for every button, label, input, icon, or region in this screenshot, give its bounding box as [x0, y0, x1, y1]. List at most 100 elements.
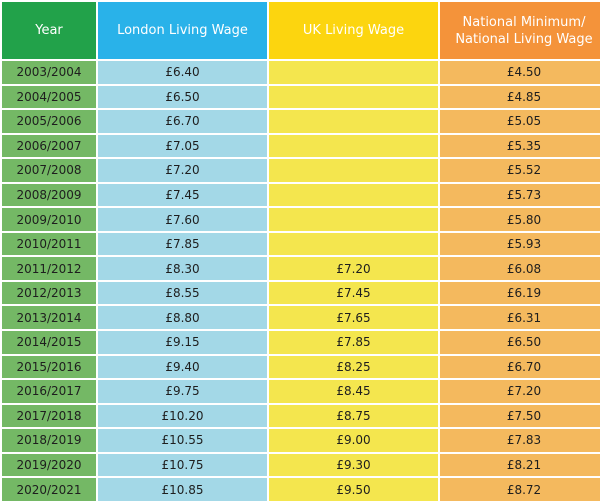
cell-uk-living-wage: [267, 230, 440, 258]
header-row: Year London Living Wage UK Living Wage N…: [0, 0, 600, 61]
cell-uk-living-wage: £7.45: [267, 279, 440, 307]
cell-london-living-wage: £6.50: [96, 83, 269, 111]
table-row: 2018/2019 £10.55 £9.00 £7.83: [0, 427, 600, 454]
cell-uk-living-wage: £9.30: [267, 451, 440, 479]
cell-year: 2007/2008: [0, 157, 98, 184]
cell-uk-living-wage: [267, 181, 440, 209]
header-national-minimum-line-1: National Minimum/: [462, 14, 586, 30]
cell-uk-living-wage: [267, 83, 440, 111]
cell-uk-living-wage: [267, 157, 440, 184]
cell-london-living-wage: £9.15: [96, 329, 269, 356]
cell-london-living-wage: £9.75: [96, 378, 269, 405]
table-header: Year London Living Wage UK Living Wage N…: [0, 0, 600, 61]
cell-year: 2014/2015: [0, 329, 98, 356]
cell-uk-living-wage: £9.50: [267, 476, 440, 503]
cell-year: 2020/2021: [0, 476, 98, 503]
cell-year: 2015/2016: [0, 353, 98, 381]
table-row: 2015/2016 £9.40 £8.25 £6.70: [0, 353, 600, 381]
table-row: 2020/2021 £10.85 £9.50 £8.72: [0, 476, 600, 503]
cell-national-minimum-wage: £5.73: [438, 181, 600, 209]
cell-year: 2010/2011: [0, 230, 98, 258]
table-row: 2013/2014 £8.80 £7.65 £6.31: [0, 304, 600, 331]
cell-london-living-wage: £7.05: [96, 132, 269, 160]
cell-london-living-wage: £9.40: [96, 353, 269, 381]
table-row: 2009/2010 £7.60 £5.80: [0, 206, 600, 233]
cell-london-living-wage: £7.45: [96, 181, 269, 209]
cell-national-minimum-wage: £5.80: [438, 206, 600, 233]
cell-uk-living-wage: £7.85: [267, 329, 440, 356]
cell-uk-living-wage: [267, 132, 440, 160]
cell-london-living-wage: £10.85: [96, 476, 269, 503]
cell-national-minimum-wage: £7.50: [438, 402, 600, 430]
cell-uk-living-wage: £8.75: [267, 402, 440, 430]
cell-national-minimum-wage: £7.20: [438, 378, 600, 405]
cell-year: 2017/2018: [0, 402, 98, 430]
cell-year: 2008/2009: [0, 181, 98, 209]
cell-national-minimum-wage: £5.35: [438, 132, 600, 160]
cell-year: 2009/2010: [0, 206, 98, 233]
cell-year: 2013/2014: [0, 304, 98, 331]
table-row: 2003/2004 £6.40 £4.50: [0, 59, 600, 86]
cell-london-living-wage: £7.85: [96, 230, 269, 258]
cell-year: 2016/2017: [0, 378, 98, 405]
cell-year: 2019/2020: [0, 451, 98, 479]
cell-national-minimum-wage: £4.50: [438, 59, 600, 86]
table-row: 2014/2015 £9.15 £7.85 £6.50: [0, 329, 600, 356]
cell-uk-living-wage: £7.65: [267, 304, 440, 331]
header-national-minimum-line-2: National Living Wage: [455, 31, 593, 47]
cell-national-minimum-wage: £6.50: [438, 329, 600, 356]
table-row: 2005/2006 £6.70 £5.05: [0, 108, 600, 135]
cell-uk-living-wage: [267, 108, 440, 135]
cell-london-living-wage: £8.55: [96, 279, 269, 307]
cell-uk-living-wage: [267, 59, 440, 86]
cell-year: 2005/2006: [0, 108, 98, 135]
cell-year: 2011/2012: [0, 255, 98, 282]
table-row: 2010/2011 £7.85 £5.93: [0, 230, 600, 258]
table-row: 2004/2005 £6.50 £4.85: [0, 83, 600, 111]
cell-national-minimum-wage: £8.21: [438, 451, 600, 479]
table-body: 2003/2004 £6.40 £4.50 2004/2005 £6.50 £4.85 20…: [0, 59, 600, 503]
cell-london-living-wage: £6.40: [96, 59, 269, 86]
cell-year: 2003/2004: [0, 59, 98, 86]
table-row: 2019/2020 £10.75 £9.30 £8.21: [0, 451, 600, 479]
cell-year: 2004/2005: [0, 83, 98, 111]
cell-uk-living-wage: £8.25: [267, 353, 440, 381]
table-row: 2006/2007 £7.05 £5.35: [0, 132, 600, 160]
table-row: 2016/2017 £9.75 £8.45 £7.20: [0, 378, 600, 405]
table-row: 2011/2012 £8.30 £7.20 £6.08: [0, 255, 600, 282]
cell-london-living-wage: £7.20: [96, 157, 269, 184]
cell-national-minimum-wage: £6.19: [438, 279, 600, 307]
header-national-minimum-wage: National Minimum/ National Living Wage: [438, 0, 600, 61]
table-row: 2017/2018 £10.20 £8.75 £7.50: [0, 402, 600, 430]
cell-national-minimum-wage: £6.08: [438, 255, 600, 282]
cell-london-living-wage: £6.70: [96, 108, 269, 135]
cell-national-minimum-wage: £6.70: [438, 353, 600, 381]
header-london-living-wage: London Living Wage: [96, 0, 269, 61]
cell-uk-living-wage: [267, 206, 440, 233]
cell-national-minimum-wage: £6.31: [438, 304, 600, 331]
cell-national-minimum-wage: £5.52: [438, 157, 600, 184]
cell-uk-living-wage: £7.20: [267, 255, 440, 282]
table-row: 2008/2009 £7.45 £5.73: [0, 181, 600, 209]
cell-national-minimum-wage: £5.93: [438, 230, 600, 258]
cell-london-living-wage: £10.55: [96, 427, 269, 454]
cell-national-minimum-wage: £5.05: [438, 108, 600, 135]
cell-uk-living-wage: £9.00: [267, 427, 440, 454]
cell-london-living-wage: £7.60: [96, 206, 269, 233]
table-row: 2007/2008 £7.20 £5.52: [0, 157, 600, 184]
table-row: 2012/2013 £8.55 £7.45 £6.19: [0, 279, 600, 307]
cell-london-living-wage: £8.80: [96, 304, 269, 331]
cell-uk-living-wage: £8.45: [267, 378, 440, 405]
cell-london-living-wage: £8.30: [96, 255, 269, 282]
cell-year: 2018/2019: [0, 427, 98, 454]
header-year: Year: [0, 0, 98, 61]
cell-year: 2012/2013: [0, 279, 98, 307]
cell-national-minimum-wage: £8.72: [438, 476, 600, 503]
cell-national-minimum-wage: £4.85: [438, 83, 600, 111]
header-uk-living-wage: UK Living Wage: [267, 0, 440, 61]
cell-london-living-wage: £10.75: [96, 451, 269, 479]
cell-year: 2006/2007: [0, 132, 98, 160]
cell-london-living-wage: £10.20: [96, 402, 269, 430]
cell-national-minimum-wage: £7.83: [438, 427, 600, 454]
